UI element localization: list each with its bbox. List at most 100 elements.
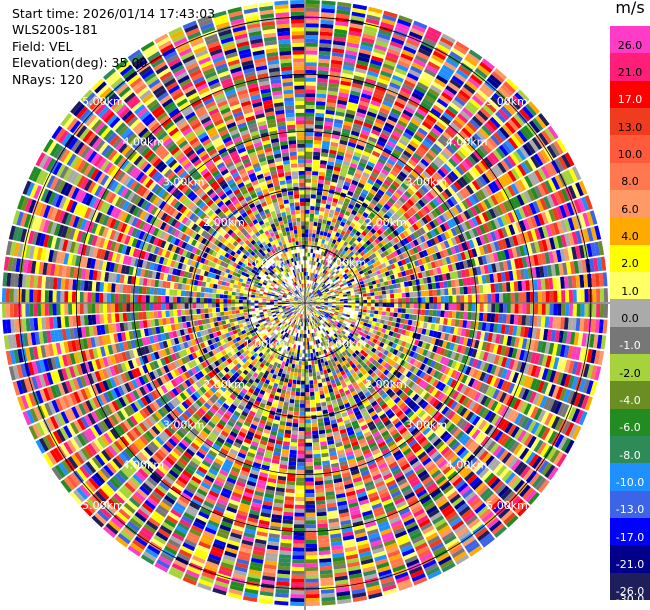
ppi-gate <box>305 543 317 548</box>
ppi-gate <box>316 313 320 317</box>
ppi-gate <box>412 239 419 247</box>
ppi-gate <box>359 239 366 246</box>
ppi-gate <box>356 259 362 264</box>
ppi-gate <box>306 287 308 292</box>
ppi-gate <box>294 364 299 369</box>
ppi-gate <box>383 362 390 369</box>
ppi-gate <box>432 438 442 447</box>
ppi-gate <box>318 425 325 431</box>
ppi-gate <box>447 318 452 326</box>
ppi-gate <box>370 333 376 339</box>
ppi-gate <box>365 274 371 280</box>
ppi-gate <box>308 304 313 307</box>
ppi-gate <box>447 410 456 420</box>
ppi-gate <box>469 497 482 508</box>
ppi-gate <box>419 355 426 363</box>
ppi-gate <box>536 199 545 212</box>
ppi-gate <box>322 336 327 341</box>
ppi-gate <box>360 175 369 182</box>
ppi-gate <box>444 288 449 296</box>
ppi-gate <box>326 245 331 250</box>
ppi-gate <box>594 350 601 365</box>
ppi-gate <box>443 221 451 231</box>
ppi-gate <box>442 163 452 173</box>
ppi-gate <box>410 65 423 75</box>
ppi-gate <box>404 220 412 228</box>
ppi-gate <box>458 319 464 328</box>
ppi-gate <box>571 216 579 230</box>
ppi-gate <box>316 306 320 308</box>
ppi-gate <box>425 296 430 303</box>
ppi-gate <box>348 339 354 345</box>
ppi-gate <box>311 260 314 265</box>
ppi-gate <box>340 221 346 227</box>
ppi-gate <box>599 303 605 318</box>
ppi-gate <box>537 183 546 197</box>
ppi-gate <box>309 288 312 293</box>
ppi-gate <box>377 287 382 292</box>
ppi-gate <box>533 254 539 266</box>
ppi-gate <box>483 438 494 450</box>
ppi-gate <box>373 205 381 213</box>
ppi-gate <box>311 426 318 431</box>
ppi-gate <box>506 282 511 292</box>
ppi-gate <box>398 207 406 215</box>
ppi-gate <box>362 254 368 260</box>
ppi-gate <box>499 467 510 480</box>
ppi-gate <box>350 15 365 22</box>
ppi-gate <box>460 345 467 355</box>
ppi-gate <box>376 370 383 377</box>
ppi-gate <box>334 352 339 357</box>
ppi-gate <box>511 247 518 258</box>
ppi-gate <box>468 182 478 193</box>
ppi-gate <box>530 187 539 200</box>
ppi-gate <box>355 67 367 74</box>
ppi-gate <box>410 27 425 37</box>
ppi-gate <box>560 373 568 387</box>
ppi-gate <box>317 78 328 83</box>
ppi-gate <box>415 85 427 94</box>
ppi-gate <box>307 297 311 301</box>
ppi-gate <box>464 454 475 465</box>
ppi-gate <box>415 346 421 354</box>
ppi-gate <box>323 315 328 319</box>
ppi-gate <box>590 242 597 257</box>
ppi-gate <box>447 125 458 136</box>
ppi-gate <box>397 217 405 225</box>
ppi-gate <box>589 381 598 396</box>
ppi-gate <box>488 387 497 398</box>
ppi-gate <box>434 324 440 331</box>
ppi-gate <box>425 223 433 231</box>
ppi-gate <box>424 460 435 470</box>
ppi-gate <box>347 170 355 176</box>
ppi-gate <box>448 454 459 465</box>
ppi-gate <box>313 286 317 291</box>
ppi-gate <box>405 176 414 185</box>
ppi-gate <box>298 361 302 366</box>
ppi-gate <box>371 280 377 285</box>
ppi-gate <box>374 303 379 307</box>
ppi-gate <box>307 349 311 354</box>
ppi-gate <box>351 259 357 264</box>
ppi-gate <box>546 447 557 461</box>
ppi-gate <box>539 266 545 278</box>
ppi-gate <box>377 235 384 242</box>
ppi-gate <box>406 363 413 371</box>
ppi-gate <box>338 196 345 202</box>
ppi-gate <box>406 187 415 196</box>
ppi-gate <box>482 223 490 233</box>
ppi-gate <box>314 387 319 392</box>
ppi-gate <box>489 442 500 454</box>
ppi-gate <box>339 348 344 354</box>
ppi-gate <box>513 461 525 474</box>
ppi-gate <box>522 487 534 500</box>
ppi-gate <box>305 81 316 86</box>
ppi-gate <box>326 267 330 272</box>
ppi-gate <box>284 362 289 367</box>
ppi-gate <box>317 81 328 87</box>
ppi-gate <box>482 284 488 294</box>
ppi-gate <box>503 436 514 449</box>
ppi-gate <box>401 405 410 413</box>
ppi-gate <box>534 423 544 437</box>
ppi-gate <box>463 511 476 523</box>
